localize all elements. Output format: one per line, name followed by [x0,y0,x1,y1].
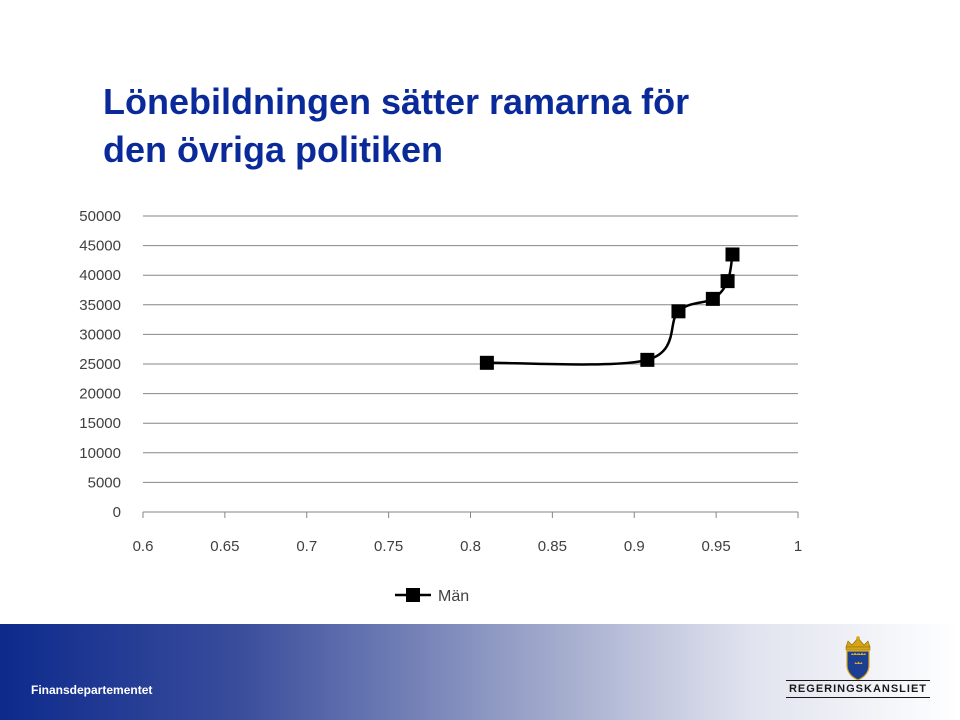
x-tick-label: 0.7 [296,538,317,555]
data-point-marker [640,352,655,367]
x-tick-label: 0.9 [624,538,645,555]
y-tick-label: 20000 [79,386,121,403]
data-point-marker [671,304,686,319]
y-tick-label: 15000 [79,415,121,432]
data-point-marker [705,291,720,306]
slide-title-line-2: den övriga politiken [103,129,444,170]
x-tick-label: 0.95 [702,538,731,555]
x-tick-label: 0.75 [374,538,403,555]
series-line [486,254,734,366]
x-tick-label: 0.85 [538,538,567,555]
y-tick-label: 40000 [79,267,121,284]
regeringskansliet-logo: REGERINGSKANSLIET [786,635,930,703]
data-point-marker [725,247,740,262]
data-point-marker [479,355,494,370]
y-tick-label: 50000 [79,208,121,225]
crown-shield-icon [845,636,871,681]
legend-label: Män [438,588,469,605]
legend-marker [406,588,420,602]
slide-title: Lönebildningen sätter ramarna för den öv… [103,78,863,174]
x-tick-label: 1 [794,538,802,555]
y-tick-label: 45000 [79,238,121,255]
logo-rule-bottom [786,697,930,698]
y-tick-label: 35000 [79,297,121,314]
slide-title-line-1: Lönebildningen sätter ramarna för [103,81,690,122]
logo-text: REGERINGSKANSLIET [788,683,927,695]
footer-band [0,624,960,720]
chart: 0 5000 10000 15000 20000 25000 30000 35000 40000… [79,208,802,605]
x-tick-label: 0.8 [460,538,481,555]
y-tick-label: 25000 [79,356,121,373]
x-tick-label: 0.65 [210,538,239,555]
data-point-marker [720,274,735,289]
y-tick-label: 30000 [79,326,121,343]
footer-department: Finansdepartementet [31,683,153,697]
x-tick-label: 0.6 [133,538,154,555]
y-tick-label: 10000 [79,445,121,462]
logo-rule-top [786,680,930,681]
y-tick-label: 5000 [88,474,121,491]
y-tick-label: 0 [113,504,121,521]
